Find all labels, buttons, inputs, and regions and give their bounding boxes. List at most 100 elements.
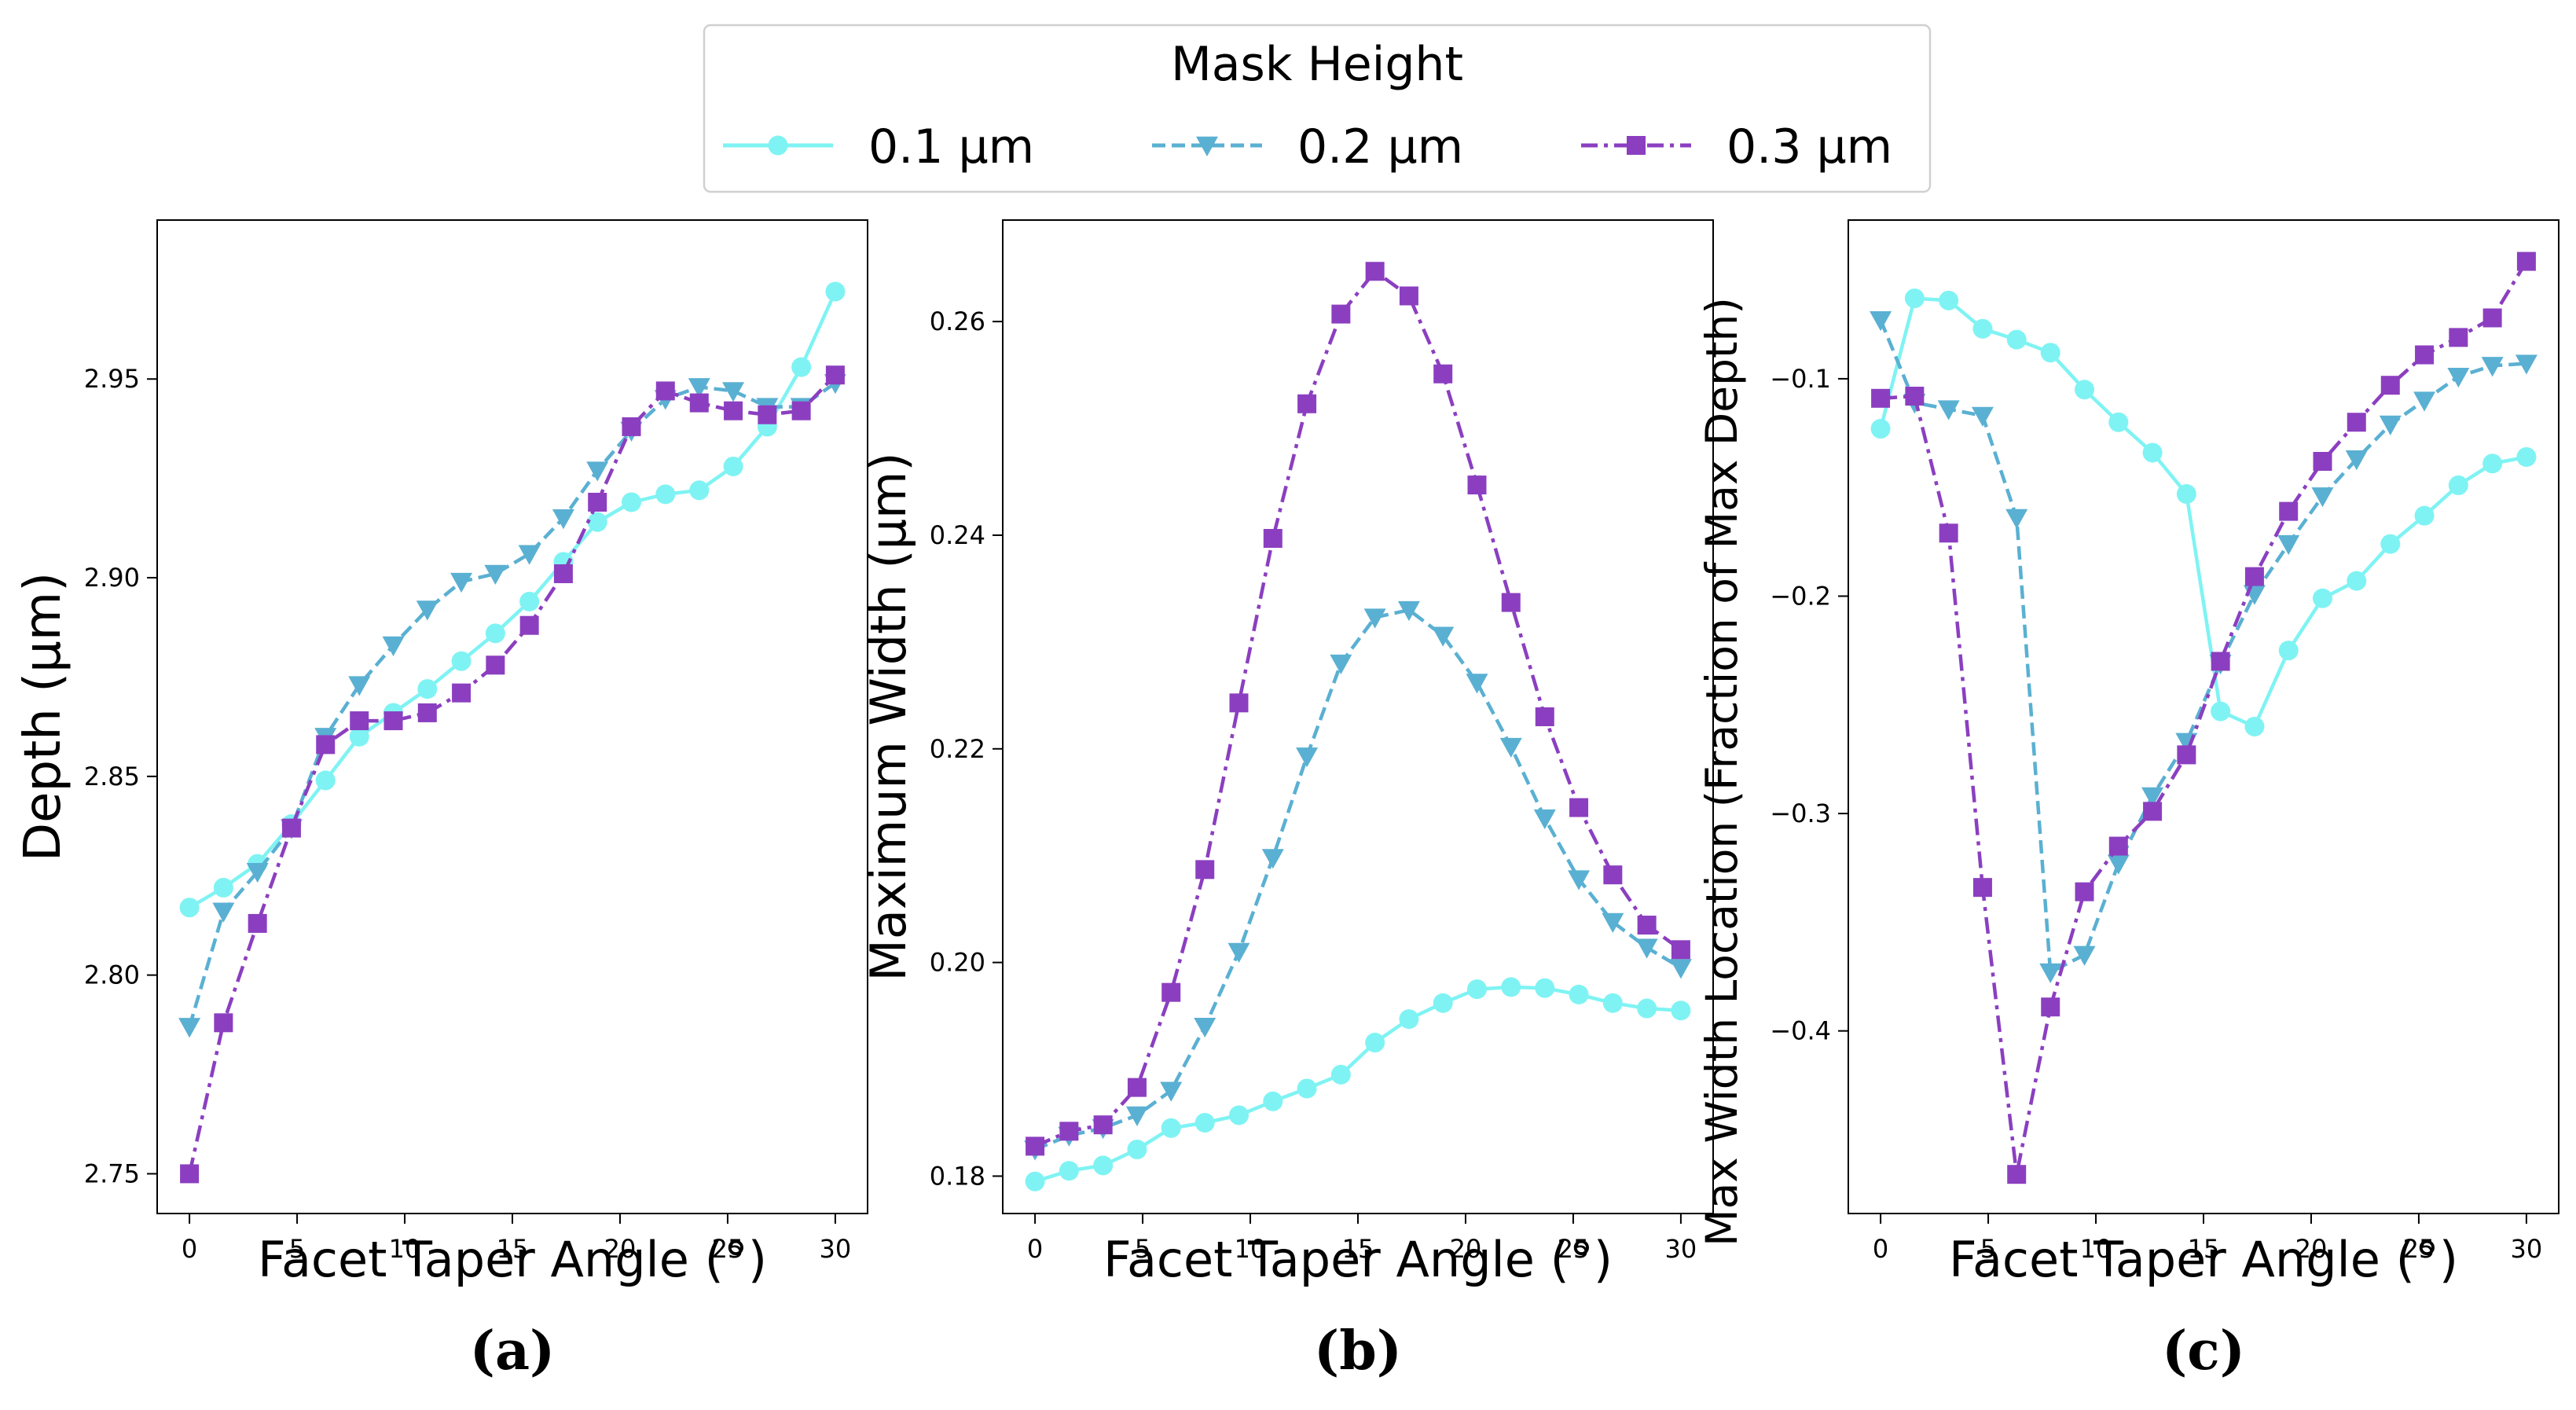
data-point-0-3 — [1059, 1122, 1079, 1141]
data-point-0-1 — [655, 484, 676, 505]
data-point-0-1 — [621, 492, 641, 512]
legend: Mask Height 0.1 μm 0.2 μm 0.3 μm — [703, 24, 1932, 193]
legend-marker-glyph — [1196, 136, 1218, 156]
data-point-0-3 — [655, 381, 675, 401]
data-point-0-2 — [1330, 654, 1352, 675]
data-point-0-3 — [2449, 328, 2468, 347]
x-tick-label: 20 — [604, 1234, 637, 1264]
y-tick-label: 0.24 — [930, 520, 985, 550]
x-tick-label: 5 — [1980, 1234, 1996, 1264]
data-point-0-1 — [1297, 1078, 1317, 1099]
data-point-0-1 — [1161, 1118, 1181, 1138]
data-point-0-2 — [1533, 809, 1556, 830]
y-tick-label: 0.20 — [930, 948, 985, 978]
data-point-0-3 — [1535, 707, 1554, 726]
data-point-0-1 — [2414, 505, 2435, 526]
data-point-0-2 — [518, 545, 541, 565]
data-point-0-2 — [1937, 400, 1960, 420]
data-point-0-3 — [2075, 882, 2094, 901]
data-point-0-2 — [2277, 534, 2300, 556]
data-point-0-1 — [1059, 1161, 1079, 1181]
x-tick-label: 25 — [712, 1234, 744, 1264]
data-point-0-3 — [417, 703, 437, 722]
data-point-0-2 — [1432, 626, 1455, 647]
data-point-0-3 — [1603, 865, 1623, 885]
x-axis-label-b: Facet Taper Angle (°) — [1103, 1231, 1613, 1288]
panel-a: 0 5 10 15 20 25 30 2.75 2.80 2.85 2.90 2.95 Facet Ta… — [14, 219, 868, 1382]
data-point-0-2 — [1261, 849, 1284, 869]
data-point-0-3 — [1905, 387, 1925, 406]
data-point-0-3 — [1972, 878, 1992, 898]
series-0-1-b — [1025, 977, 1691, 1192]
data-point-0-2 — [1602, 912, 1624, 933]
data-point-0-3 — [2244, 567, 2264, 586]
data-point-0-1 — [1263, 1091, 1283, 1111]
y-axis-label-b: Maximum Width (μm) — [860, 452, 917, 981]
data-point-0-1 — [723, 456, 743, 476]
series-line-0-2 — [1034, 608, 1682, 1151]
data-point-0-1 — [1093, 1155, 1114, 1176]
data-point-0-3 — [2108, 836, 2128, 856]
data-point-0-1 — [1671, 1001, 1691, 1021]
series-line-0-2 — [187, 381, 837, 1028]
data-point-0-2 — [416, 600, 439, 621]
data-point-0-1 — [2108, 412, 2129, 432]
data-point-0-2 — [382, 636, 405, 656]
x-tick-label: 15 — [1342, 1234, 1374, 1264]
data-point-0-1 — [1939, 290, 1959, 310]
x-tick-label: 5 — [289, 1234, 305, 1264]
x-axis-label-a: Facet Taper Angle (°) — [258, 1231, 767, 1288]
data-point-0-3 — [1399, 286, 1418, 306]
legend-marker-glyph — [1627, 136, 1646, 155]
legend-marker-circle — [768, 135, 788, 156]
x-tick-label: 30 — [1665, 1234, 1697, 1264]
x-tick-label: 30 — [820, 1234, 852, 1264]
x-tick-label: 15 — [2188, 1234, 2220, 1264]
y-axis-label-c: Max Width Location (Fraction of Max Dept… — [1697, 297, 1747, 1247]
data-point-0-3 — [1637, 916, 1657, 935]
data-point-0-3 — [1297, 394, 1317, 413]
data-point-0-1 — [2312, 588, 2332, 608]
data-point-0-3 — [452, 683, 472, 703]
data-point-0-1 — [1466, 979, 1487, 1000]
data-point-0-2 — [1363, 608, 1386, 629]
y-tick-label: 2.95 — [84, 364, 140, 394]
series-line-0-3 — [1034, 269, 1682, 1148]
data-point-0-3 — [2380, 376, 2400, 395]
series-line-0-2 — [1879, 319, 2527, 975]
data-point-0-1 — [2278, 641, 2299, 661]
data-point-0-1 — [1433, 993, 1453, 1013]
data-point-0-3 — [248, 913, 267, 933]
data-point-0-2 — [586, 461, 609, 482]
data-point-0-1 — [1972, 318, 1993, 339]
data-point-0-3 — [1569, 798, 1589, 817]
x-tick-label: 0 — [1873, 1234, 1888, 1264]
data-point-0-1 — [689, 480, 710, 501]
data-point-0-2 — [246, 862, 269, 883]
data-point-0-1 — [1194, 1112, 1215, 1133]
data-point-0-2 — [484, 564, 507, 585]
data-point-0-3 — [2482, 308, 2502, 328]
data-point-0-2 — [1466, 674, 1488, 694]
y-tick-label: −0.4 — [1770, 1016, 1831, 1046]
data-point-0-3 — [519, 615, 539, 635]
data-point-0-1 — [315, 770, 336, 791]
data-point-0-2 — [2379, 415, 2402, 435]
legend-label-0-3: 0.3 μm — [1727, 119, 1892, 174]
data-point-0-3 — [350, 711, 369, 731]
data-point-0-1 — [825, 281, 846, 302]
data-point-0-1 — [2482, 453, 2503, 474]
data-point-0-2 — [1669, 959, 1692, 979]
data-point-0-1 — [1501, 977, 1521, 997]
y-axis-label-a: Depth (μm) — [14, 572, 72, 861]
data-point-0-3 — [2211, 652, 2230, 671]
data-point-0-3 — [689, 393, 709, 413]
data-point-0-1 — [2142, 442, 2163, 463]
legend-title: Mask Height — [1171, 37, 1463, 92]
y-tick-label: 0.26 — [930, 307, 985, 336]
y-tick-label: −0.3 — [1770, 799, 1831, 828]
data-point-0-1 — [179, 898, 200, 918]
x-tick-label: 0 — [1027, 1234, 1043, 1264]
legend-entry-0-1: 0.1 μm — [723, 119, 1034, 174]
data-point-0-3 — [2007, 1165, 2027, 1184]
